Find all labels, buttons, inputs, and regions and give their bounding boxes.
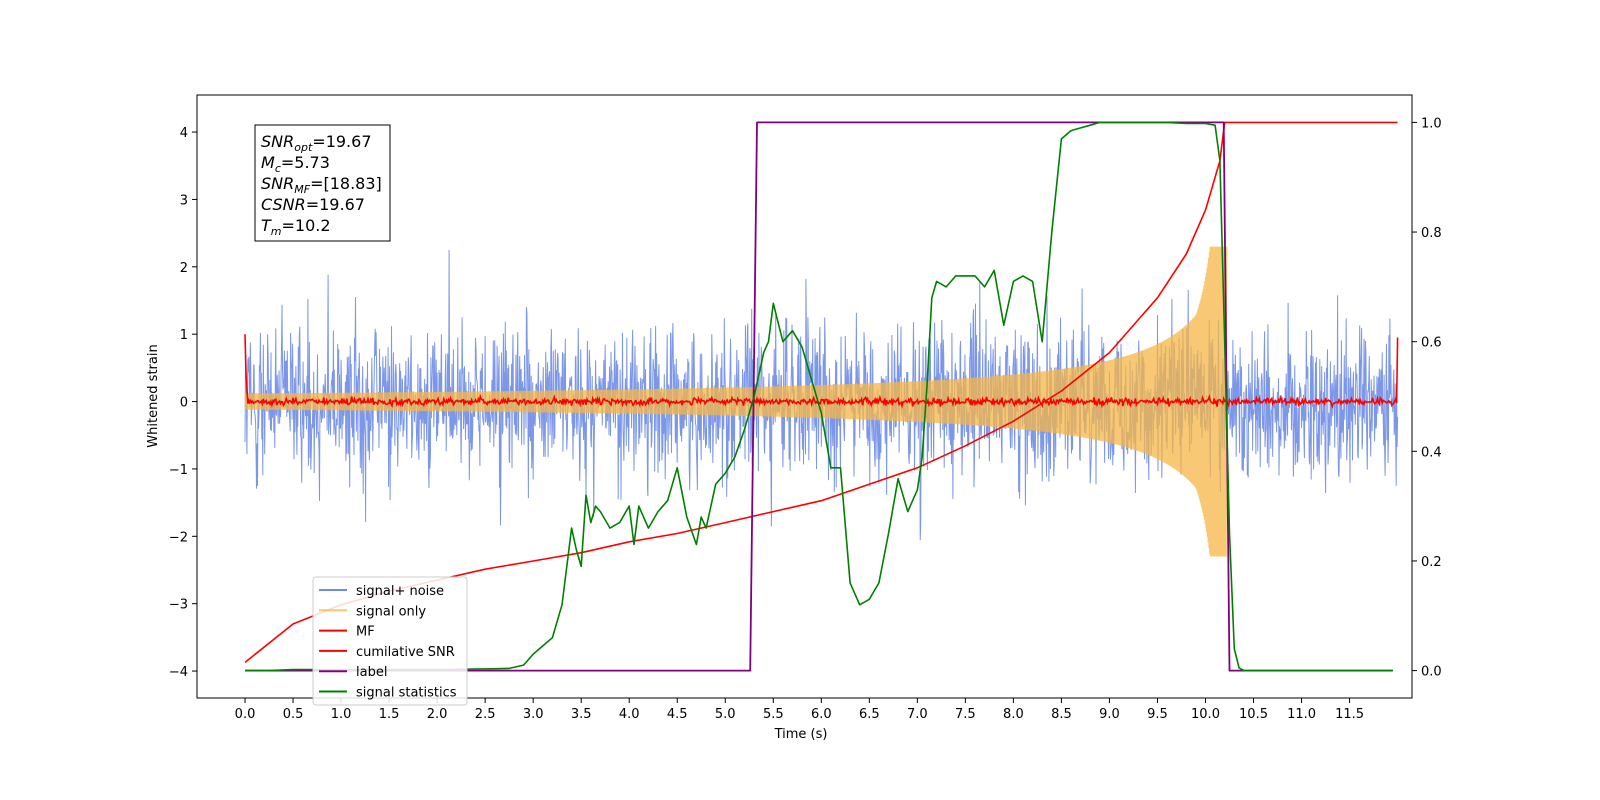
- x-tick-label: 11.5: [1335, 707, 1364, 722]
- series-signal-statistics: [245, 121, 1393, 672]
- plot-frame: [196, 94, 1413, 699]
- y-tick-label: −4: [169, 665, 188, 680]
- annotation-line: Tm=10.2: [261, 216, 331, 238]
- x-tick-label: 7.5: [955, 707, 976, 722]
- x-axis: 0.0 0.5 1.0 1.5 2.0 2.5 3.0 3.5 4.0 4.5 5.0 5.5 6.0 6…: [235, 698, 1364, 722]
- series-mf: [244, 334, 1399, 409]
- y-tick-label: −3: [169, 598, 188, 613]
- y-axis-label: Whitened strain: [146, 344, 161, 447]
- annotation-frame: [254, 124, 391, 242]
- x-tick-label: 4.0: [619, 707, 640, 722]
- y-tick-label: 4: [180, 126, 188, 141]
- x-tick-label: 8.5: [1051, 707, 1072, 722]
- x-tick-label: 9.0: [1099, 707, 1120, 722]
- x-tick-label: 5.5: [763, 707, 784, 722]
- annotation-var: SNR: [261, 174, 294, 193]
- annotation-value: =10.2: [282, 216, 331, 235]
- annotation-subscript: m: [271, 225, 282, 238]
- x-tick-label: 8.0: [1003, 707, 1024, 722]
- annotation-subscript: opt: [294, 141, 313, 154]
- legend-entry: label: [356, 665, 387, 680]
- y-tick-label: 3: [180, 193, 188, 208]
- annotation-var: SNR: [261, 132, 294, 151]
- x-tick-label: 6.0: [811, 707, 832, 722]
- x-tick-label: 7.0: [907, 707, 928, 722]
- x-tick-label: 3.5: [571, 707, 592, 722]
- x-tick-label: 10.0: [1191, 707, 1220, 722]
- annotation-box: SNRopt=19.67Mc=5.73SNRMF=[18.83]CSNR=19.…: [254, 124, 391, 242]
- x-tick-label: 11.0: [1287, 707, 1316, 722]
- annotation-value: =19.67: [306, 195, 365, 214]
- y2-tick-label: 0.2: [1421, 555, 1442, 570]
- y-axis-right: 0.0 0.2 0.4 0.6 0.8 1.0: [1412, 116, 1442, 680]
- y-tick-label: 1: [180, 328, 188, 343]
- y-tick-label: 2: [180, 261, 188, 276]
- x-tick-label: 2.5: [475, 707, 496, 722]
- legend-entry: signal statistics: [356, 686, 457, 701]
- annotation-subscript: MF: [294, 183, 310, 196]
- annotation-line: CSNR=19.67: [261, 195, 365, 214]
- x-tick-label: 0.5: [283, 707, 304, 722]
- y-axis-left: −4 −3 −2 −1 0 1 2 3 4: [169, 126, 197, 680]
- x-tick-label: 5.0: [715, 707, 736, 722]
- legend: signal+ noise signal only MF cumilative SNR…: [312, 576, 468, 706]
- annotation-var: CSNR: [261, 195, 306, 214]
- legend-frame: [312, 576, 468, 706]
- annotation-subscript: c: [275, 162, 281, 175]
- x-tick-label: 0.0: [235, 707, 256, 722]
- x-tick-label: 10.5: [1239, 707, 1268, 722]
- y-tick-label: 0: [180, 396, 188, 411]
- y-tick-label: −1: [169, 463, 188, 478]
- legend-entry: cumilative SNR: [356, 645, 455, 660]
- legend-entry: signal+ noise: [356, 584, 444, 599]
- y2-tick-label: 0.4: [1421, 445, 1442, 460]
- x-axis-label: Time (s): [774, 727, 828, 742]
- x-tick-label: 2.0: [427, 707, 448, 722]
- x-tick-label: 6.5: [859, 707, 880, 722]
- y2-tick-label: 0.6: [1421, 336, 1442, 351]
- annotation-value: =5.73: [281, 153, 330, 172]
- x-tick-label: 1.5: [379, 707, 400, 722]
- legend-entry: MF: [356, 625, 375, 640]
- y2-tick-label: 0.0: [1421, 665, 1442, 680]
- x-tick-label: 3.0: [523, 707, 544, 722]
- y2-tick-label: 0.8: [1421, 226, 1442, 241]
- y-tick-label: −2: [169, 530, 188, 545]
- annotation-line: SNRopt=19.67: [261, 132, 372, 154]
- annotation-var: M: [261, 153, 275, 172]
- annotation-line: Mc=5.73: [261, 153, 330, 175]
- y2-tick-label: 1.0: [1421, 116, 1442, 131]
- x-tick-label: 1.0: [331, 707, 352, 722]
- x-tick-label: 4.5: [667, 707, 688, 722]
- legend-entry: signal only: [356, 604, 426, 619]
- annotation-value: =[18.83]: [310, 174, 382, 193]
- x-tick-label: 9.5: [1147, 707, 1168, 722]
- annotation-var: T: [261, 216, 272, 235]
- annotation-value: =19.67: [312, 132, 371, 151]
- annotation-line: SNRMF=[18.83]: [261, 174, 382, 196]
- series-signal-only: [244, 246, 1228, 557]
